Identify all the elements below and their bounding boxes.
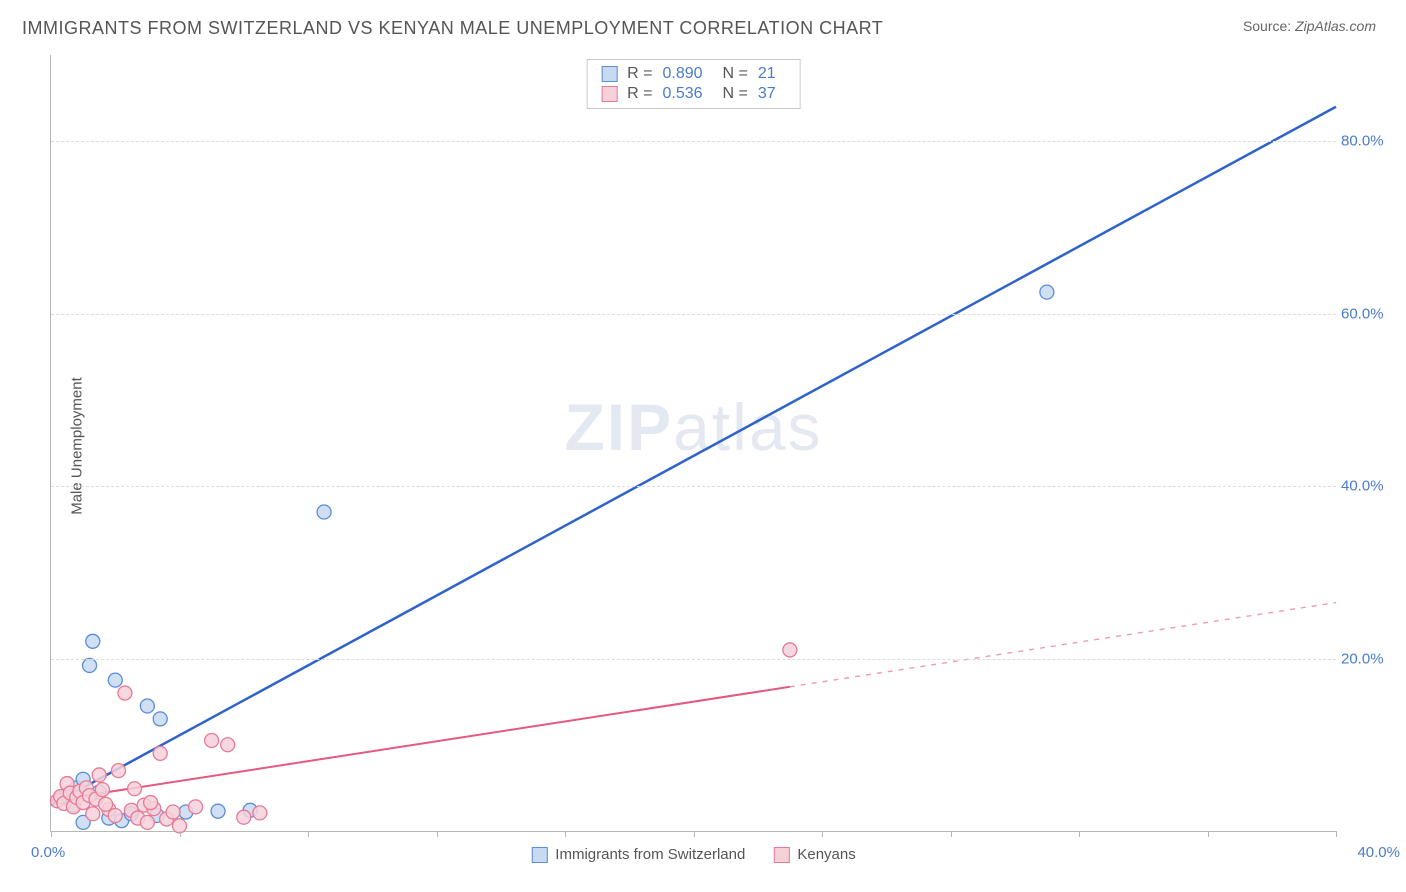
data-point-swiss <box>86 634 100 648</box>
data-point-swiss <box>83 658 97 672</box>
bottom-legend-item: Kenyans <box>773 846 855 863</box>
data-point-kenyan <box>118 686 132 700</box>
legend-swatch <box>531 847 547 863</box>
gridline <box>51 141 1336 142</box>
data-point-kenyan <box>86 807 100 821</box>
bottom-legend-item: Immigrants from Switzerland <box>531 846 745 863</box>
x-tick <box>822 831 823 837</box>
x-tick <box>437 831 438 837</box>
data-point-swiss <box>317 505 331 519</box>
data-point-swiss <box>211 804 225 818</box>
source-attribution: Source: ZipAtlas.com <box>1243 18 1376 34</box>
data-point-kenyan <box>111 764 125 778</box>
data-point-kenyan <box>128 782 142 796</box>
x-tick <box>308 831 309 837</box>
x-tick <box>180 831 181 837</box>
legend-label: Kenyans <box>797 846 855 863</box>
x-tick <box>51 831 52 837</box>
source-value: ZipAtlas.com <box>1295 18 1376 34</box>
chart-title: IMMIGRANTS FROM SWITZERLAND VS KENYAN MA… <box>22 18 883 39</box>
bottom-legend: Immigrants from Switzerland Kenyans <box>531 846 855 863</box>
data-point-kenyan <box>783 643 797 657</box>
y-tick-label: 80.0% <box>1341 133 1396 150</box>
data-point-kenyan <box>144 796 158 810</box>
x-tick <box>565 831 566 837</box>
x-tick <box>1079 831 1080 837</box>
data-point-swiss <box>108 673 122 687</box>
trend-line-dashed-kenyan <box>790 603 1336 687</box>
trend-line-swiss <box>51 107 1336 805</box>
y-tick-label: 60.0% <box>1341 305 1396 322</box>
source-label: Source: <box>1243 18 1291 34</box>
x-tick <box>1336 831 1337 837</box>
data-point-kenyan <box>108 808 122 822</box>
data-point-kenyan <box>189 800 203 814</box>
data-point-swiss <box>153 712 167 726</box>
chart-svg-overlay <box>51 55 1336 831</box>
x-tick <box>1208 831 1209 837</box>
data-point-kenyan <box>153 746 167 760</box>
data-point-kenyan <box>92 768 106 782</box>
x-tick <box>951 831 952 837</box>
legend-label: Immigrants from Switzerland <box>555 846 745 863</box>
gridline <box>51 314 1336 315</box>
x-tick <box>694 831 695 837</box>
data-point-kenyan <box>140 815 154 829</box>
x-axis-max-label: 40.0% <box>1357 844 1400 861</box>
legend-swatch <box>773 847 789 863</box>
data-point-kenyan <box>166 805 180 819</box>
data-point-swiss <box>1040 285 1054 299</box>
data-point-kenyan <box>221 738 235 752</box>
data-point-kenyan <box>99 797 113 811</box>
gridline <box>51 486 1336 487</box>
chart-plot-area: ZIPatlas R =0.890N =21R =0.536N =37 0.0%… <box>50 55 1336 832</box>
data-point-kenyan <box>205 733 219 747</box>
y-tick-label: 40.0% <box>1341 478 1396 495</box>
gridline <box>51 659 1336 660</box>
data-point-kenyan <box>95 783 109 797</box>
y-tick-label: 20.0% <box>1341 650 1396 667</box>
data-point-swiss <box>140 699 154 713</box>
data-point-kenyan <box>253 806 267 820</box>
x-axis-origin-label: 0.0% <box>31 844 65 861</box>
data-point-kenyan <box>237 810 251 824</box>
